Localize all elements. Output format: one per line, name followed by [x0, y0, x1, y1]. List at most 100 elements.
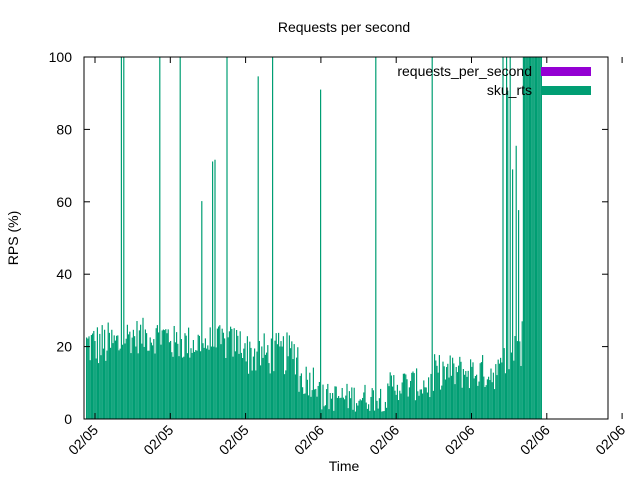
bar [125, 338, 127, 419]
bar [482, 355, 484, 419]
x-tick-label: 02/05 [216, 422, 252, 458]
x-tick-label: 02/05 [140, 422, 176, 458]
bar [387, 383, 389, 419]
bar [453, 363, 455, 419]
bar [459, 356, 461, 419]
bar [526, 57, 528, 419]
bar [147, 350, 149, 419]
bar [200, 351, 202, 419]
bar [116, 335, 118, 419]
bar [401, 382, 403, 419]
bar [254, 348, 256, 419]
bar [252, 356, 254, 419]
bar [124, 343, 126, 419]
bar [369, 410, 371, 419]
bar [402, 373, 404, 419]
bar [518, 210, 520, 419]
bar [105, 360, 107, 419]
sku-rts-bars [86, 57, 542, 420]
bar [399, 390, 401, 419]
bar [233, 328, 235, 419]
legend-swatch-requests-per-second [541, 67, 591, 76]
bar [420, 389, 422, 419]
bar [128, 334, 130, 419]
bar [114, 340, 116, 419]
bar [380, 388, 382, 419]
bar [264, 354, 266, 419]
bar [302, 387, 304, 419]
bar [98, 363, 100, 419]
bar [191, 352, 193, 419]
bar [328, 409, 330, 419]
bar [171, 352, 173, 419]
bar [368, 404, 370, 419]
bar [500, 357, 502, 419]
bar [174, 342, 176, 419]
bar [321, 409, 323, 419]
bar [483, 376, 485, 419]
bar [522, 57, 524, 419]
bar [256, 351, 258, 419]
bar [262, 357, 264, 419]
bar [263, 333, 265, 419]
bar [406, 379, 408, 419]
bar [512, 169, 514, 419]
bar [150, 342, 152, 419]
bar [539, 57, 541, 419]
bar [416, 368, 418, 419]
bar [100, 355, 102, 419]
bar [286, 332, 288, 419]
y-tick-label: 100 [49, 49, 73, 65]
bar [255, 370, 257, 419]
bar [278, 332, 280, 419]
x-tick-label: 02/06 [592, 422, 628, 458]
bar [216, 328, 218, 419]
bar [294, 374, 296, 419]
bar [488, 376, 490, 419]
bar [372, 390, 374, 419]
bar [131, 337, 133, 419]
bar [425, 387, 427, 419]
bar [176, 332, 178, 419]
bar [480, 362, 482, 419]
bar [426, 392, 428, 419]
bar [359, 399, 361, 419]
bar [435, 360, 437, 419]
bar [93, 330, 95, 419]
bar [245, 361, 247, 419]
bar [270, 338, 272, 419]
bar [314, 389, 316, 419]
legend-swatch-sku-rts [541, 86, 591, 95]
bar [185, 335, 187, 419]
bar [353, 387, 355, 419]
bar [96, 327, 98, 419]
bar [384, 401, 386, 419]
bar [352, 409, 354, 419]
bar [126, 324, 128, 419]
bar [102, 348, 104, 419]
bar [250, 347, 252, 419]
bar [209, 327, 211, 419]
bar [280, 341, 282, 419]
bar [246, 336, 248, 419]
bar [87, 338, 89, 419]
bar [167, 329, 169, 419]
bar [120, 57, 122, 419]
bar [417, 391, 419, 419]
bar [311, 390, 313, 419]
bar [404, 373, 406, 419]
x-tick-label: 02/06 [517, 422, 553, 458]
bar [540, 57, 542, 419]
bar [468, 388, 470, 419]
bar [356, 403, 358, 419]
bar [456, 372, 458, 419]
bar [342, 397, 344, 419]
bar [140, 324, 142, 419]
bar [276, 344, 278, 419]
bar [496, 375, 498, 419]
bar [155, 328, 157, 419]
bar [179, 57, 181, 419]
bar [504, 373, 506, 419]
bar [315, 388, 317, 419]
bar [390, 375, 392, 419]
